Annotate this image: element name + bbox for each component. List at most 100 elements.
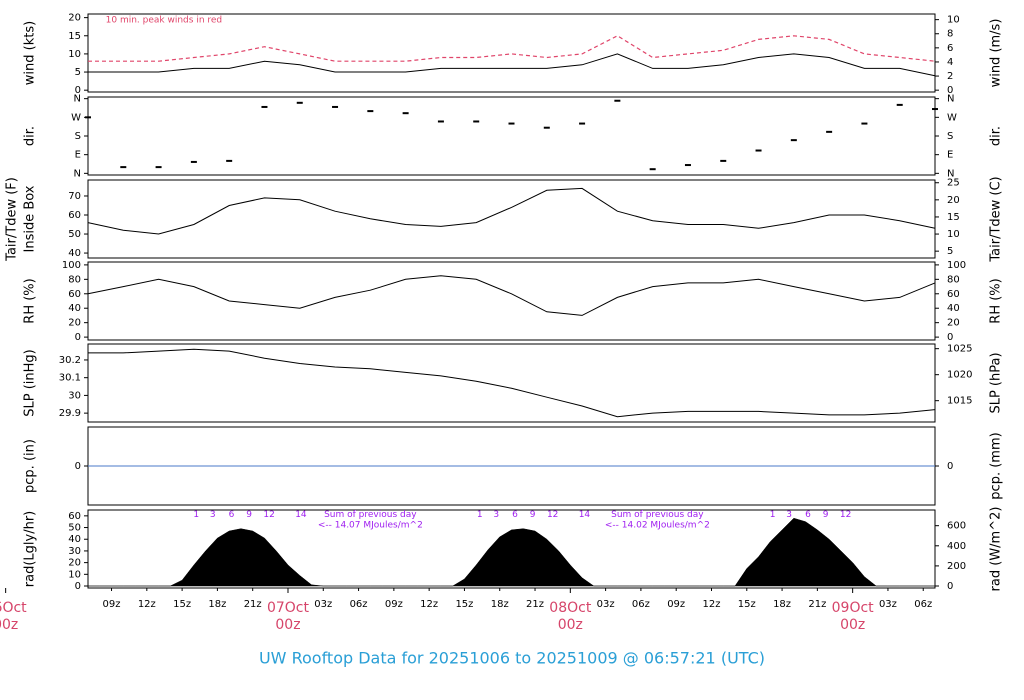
annotation: 1 bbox=[770, 510, 776, 520]
y2-tick-label: 100 bbox=[947, 260, 966, 271]
date-sublabel: 00z bbox=[840, 617, 865, 633]
y2-tick-label: 200 bbox=[947, 561, 966, 572]
annotation: <-- 14.02 MJoules/m^2 bbox=[605, 521, 710, 531]
y-tick-label: S bbox=[75, 131, 81, 142]
y-tick-label: 15 bbox=[68, 31, 81, 42]
y2-tick-label: 5 bbox=[947, 246, 953, 257]
x-tick-label: 03z bbox=[879, 599, 897, 610]
panel-frame bbox=[87, 96, 936, 176]
y2-tick-label: 600 bbox=[947, 521, 966, 532]
y2-tick-label: 1025 bbox=[947, 344, 972, 355]
y-tick-label: 30.1 bbox=[59, 373, 81, 384]
annotation: 14 bbox=[295, 510, 307, 520]
y-tick-label: 80 bbox=[68, 274, 81, 285]
y2-axis-label: wind (m/s) bbox=[989, 19, 1004, 88]
x-tick-label: 15z bbox=[738, 599, 756, 610]
y-tick-label: 20 bbox=[68, 13, 81, 24]
y-tick-label: 40 bbox=[68, 303, 81, 314]
y2-tick-label: 1020 bbox=[947, 370, 972, 381]
annotation: 9 bbox=[246, 510, 252, 520]
annotation: 1 bbox=[193, 510, 199, 520]
y2-tick-label: N bbox=[947, 94, 954, 105]
series-line bbox=[88, 53, 936, 77]
y-tick-label: 60 bbox=[68, 511, 81, 522]
y-tick-label: 50 bbox=[68, 229, 81, 240]
y-tick-label: E bbox=[75, 150, 81, 161]
panel-frame bbox=[87, 343, 936, 423]
y-axis-label: wind (kts) bbox=[23, 21, 38, 85]
y-tick-label: 29.9 bbox=[59, 408, 81, 419]
x-tick-label: 12z bbox=[702, 599, 720, 610]
date-sublabel: 00z bbox=[275, 617, 300, 633]
y2-tick-label: 0 bbox=[947, 332, 953, 343]
date-sublabel: 00z bbox=[558, 617, 583, 633]
y-tick-label: N bbox=[74, 168, 81, 179]
y-tick-label: 0 bbox=[75, 461, 81, 472]
y-axis-label: pcp. (in) bbox=[23, 439, 38, 493]
y2-tick-label: 60 bbox=[947, 289, 960, 300]
y2-tick-label: 0 bbox=[947, 85, 953, 96]
x-tick-label: 03z bbox=[597, 599, 615, 610]
panel-frame bbox=[87, 179, 936, 259]
annotation: 9 bbox=[530, 510, 536, 520]
y2-tick-label: W bbox=[947, 112, 957, 123]
annotation: 12 bbox=[547, 510, 558, 520]
chart-title: UW Rooftop Data for 20251006 to 20251009… bbox=[259, 649, 765, 668]
y-tick-label: 40 bbox=[68, 534, 81, 545]
y2-tick-label: 1015 bbox=[947, 396, 972, 407]
y2-tick-label: 400 bbox=[947, 541, 966, 552]
y2-tick-label: 0 bbox=[947, 581, 953, 592]
annotation: 9 bbox=[823, 510, 829, 520]
series-line bbox=[88, 348, 936, 418]
y2-axis-label: RH (%) bbox=[989, 278, 1004, 323]
y-axis-label: Inside Box bbox=[23, 185, 38, 252]
y-tick-label: 10 bbox=[68, 49, 81, 60]
annotation: 6 bbox=[805, 510, 811, 520]
x-tick-label: 03z bbox=[314, 599, 332, 610]
y2-tick-label: 8 bbox=[947, 29, 953, 40]
annotation: 6 bbox=[512, 510, 518, 520]
annotation: 10 min. peak winds in red bbox=[106, 16, 223, 26]
y-tick-label: N bbox=[74, 94, 81, 105]
annotation: <-- 14.07 MJoules/m^2 bbox=[318, 521, 423, 531]
y-tick-label: 60 bbox=[68, 289, 81, 300]
annotation: 14 bbox=[579, 510, 591, 520]
y2-tick-label: 6 bbox=[947, 43, 953, 54]
y2-tick-label: E bbox=[947, 150, 953, 161]
y-tick-label: 30.2 bbox=[59, 355, 81, 366]
series-line bbox=[87, 275, 936, 316]
y-tick-label: W bbox=[71, 112, 81, 123]
y-axis-label-outer: Tair/Tdew (F) bbox=[5, 177, 20, 262]
radiation-area bbox=[87, 517, 936, 587]
series-line bbox=[87, 187, 936, 235]
x-tick-label: 15z bbox=[455, 599, 473, 610]
annotation: 12 bbox=[263, 510, 274, 520]
y2-axis-label: rad (W/m^2) bbox=[989, 507, 1004, 592]
y2-tick-label: 0 bbox=[947, 461, 953, 472]
y-tick-label: 70 bbox=[68, 191, 81, 202]
y2-axis-label: SLP (hPa) bbox=[989, 352, 1004, 413]
annotation: 3 bbox=[786, 510, 792, 520]
y2-tick-label: 40 bbox=[947, 303, 960, 314]
annotation: 1 bbox=[477, 510, 483, 520]
y-tick-label: 5 bbox=[75, 67, 81, 78]
y-tick-label: 50 bbox=[68, 523, 81, 534]
annotation: 3 bbox=[210, 510, 216, 520]
y2-axis-label: pcp. (mm) bbox=[989, 432, 1004, 499]
x-tick-label: 15z bbox=[173, 599, 191, 610]
panel-frame bbox=[87, 261, 936, 341]
annotation: Sum of previous day bbox=[611, 510, 704, 520]
y2-tick-label: 20 bbox=[947, 195, 960, 206]
x-tick-label: 18z bbox=[773, 599, 791, 610]
y2-tick-label: N bbox=[947, 168, 954, 179]
y-tick-label: 60 bbox=[68, 210, 81, 221]
y2-tick-label: 10 bbox=[947, 15, 960, 26]
annotation: 3 bbox=[493, 510, 499, 520]
y2-tick-label: 25 bbox=[947, 178, 960, 189]
x-tick-label: 18z bbox=[491, 599, 509, 610]
y-tick-label: 30 bbox=[68, 546, 81, 557]
x-tick-label: 21z bbox=[808, 599, 826, 610]
y2-tick-label: 2 bbox=[947, 71, 953, 82]
x-tick-label: 12z bbox=[138, 599, 156, 610]
